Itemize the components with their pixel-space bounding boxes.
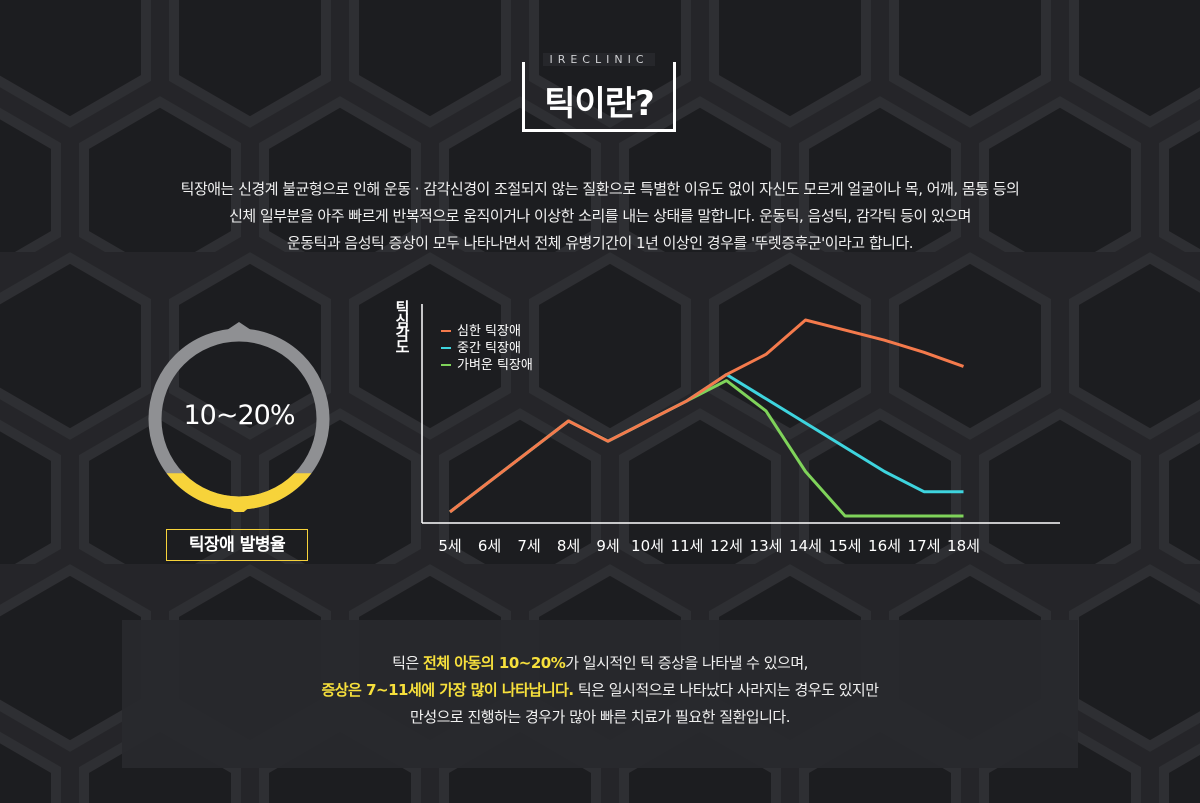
y-axis-label: 틱심각도 xyxy=(393,299,411,353)
x-tick-label: 10세 xyxy=(631,537,664,555)
x-tick-label: 7세 xyxy=(517,537,540,555)
x-tick-label: 18세 xyxy=(947,537,980,555)
intro-text: 틱장애는 신경계 불균형으로 인해 운동 · 감각신경이 조절되지 않는 질환으… xyxy=(60,176,1140,257)
highlight-age-range: 증상은 7~11세에 가장 많이 나타납니다. xyxy=(321,681,574,699)
prevalence-value: 10~20% xyxy=(183,400,296,431)
x-tick-label: 17세 xyxy=(908,537,941,555)
summary-box: 틱은 전체 아동의 10~20%가 일시적인 틱 증상을 나타낼 수 있으며, … xyxy=(122,620,1078,768)
legend-label: 가벼운 틱장애 xyxy=(457,358,533,373)
series-line xyxy=(449,379,964,518)
x-tick-labels: 5세 6세 7세 8세 9세 10세 11세 12세 13세 14세 15세 16세 17세 18세 xyxy=(438,537,980,555)
summary-line-3: 만성으로 진행하는 경우가 많아 빠른 치료가 필요한 질환입니다. xyxy=(410,708,790,726)
ring-fill xyxy=(166,473,312,510)
intro-line: 신체 일부분을 아주 빠르게 반복적으로 움직이거나 이상한 소리를 내는 상태… xyxy=(229,207,971,225)
x-tick-label: 8세 xyxy=(557,537,580,555)
prevalence-ring xyxy=(148,322,330,512)
summary-line-2: 증상은 7~11세에 가장 많이 나타납니다. 틱은 일시적으로 나타났다 사라… xyxy=(321,681,879,699)
x-tick-label: 6세 xyxy=(478,537,501,555)
ring-bottom-notch xyxy=(227,506,251,512)
y-axis-label-text: 틱심각도 xyxy=(393,299,411,353)
x-tick-label: 11세 xyxy=(671,537,704,555)
x-tick-label: 14세 xyxy=(789,537,822,555)
x-tick-label: 5세 xyxy=(438,537,461,555)
x-tick-label: 15세 xyxy=(829,537,862,555)
legend-label: 심한 틱장애 xyxy=(457,324,521,339)
brand-label: IRECLINIC xyxy=(525,53,673,66)
x-tick-label: 13세 xyxy=(750,537,783,555)
intro-line: 운동틱과 음성틱 증상이 모두 나타나면서 전체 유병기간이 1년 이상인 경우… xyxy=(286,234,914,252)
legend-label: 중간 틱장애 xyxy=(457,341,521,356)
series-line xyxy=(449,318,965,514)
ring-top-notch xyxy=(227,322,251,330)
page-title: 틱이란? xyxy=(544,84,655,124)
x-tick-label: 9세 xyxy=(596,537,619,555)
x-tick-label: 12세 xyxy=(710,537,743,555)
series-line xyxy=(449,373,964,514)
intro-line: 틱장애는 신경계 불균형으로 인해 운동 · 감각신경이 조절되지 않는 질환으… xyxy=(180,180,1020,198)
highlight-prevalence: 전체 아동의 10~20% xyxy=(422,654,566,672)
x-tick-label: 16세 xyxy=(868,537,901,555)
title-frame: IRECLINIC 틱이란? xyxy=(522,53,676,132)
prevalence-label: 틱장애 발병율 xyxy=(166,529,308,561)
summary-line-1: 틱은 전체 아동의 10~20%가 일시적인 틱 증상을 나타낼 수 있으며, xyxy=(392,654,808,672)
